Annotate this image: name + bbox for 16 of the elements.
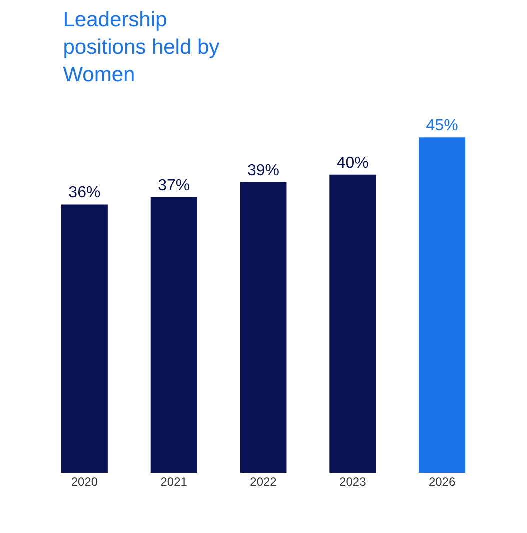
x-tick-label: 2022 [250,475,278,489]
x-tick-label: 2023 [340,475,367,489]
bar [419,138,466,473]
x-tick-label: 2021 [160,475,188,489]
data-label: 40% [336,154,369,172]
bar [330,174,376,473]
chart-title: Leadership positions held by Women [63,8,220,86]
data-label: 37% [158,177,190,194]
data-label: 39% [247,162,280,180]
x-tick-label: 2026 [428,475,456,489]
data-label: 45% [426,118,458,135]
bar [150,197,198,473]
x-tick-label: 2020 [71,475,98,489]
bar [61,204,108,473]
data-label: 36% [68,184,101,202]
bar [240,182,287,473]
